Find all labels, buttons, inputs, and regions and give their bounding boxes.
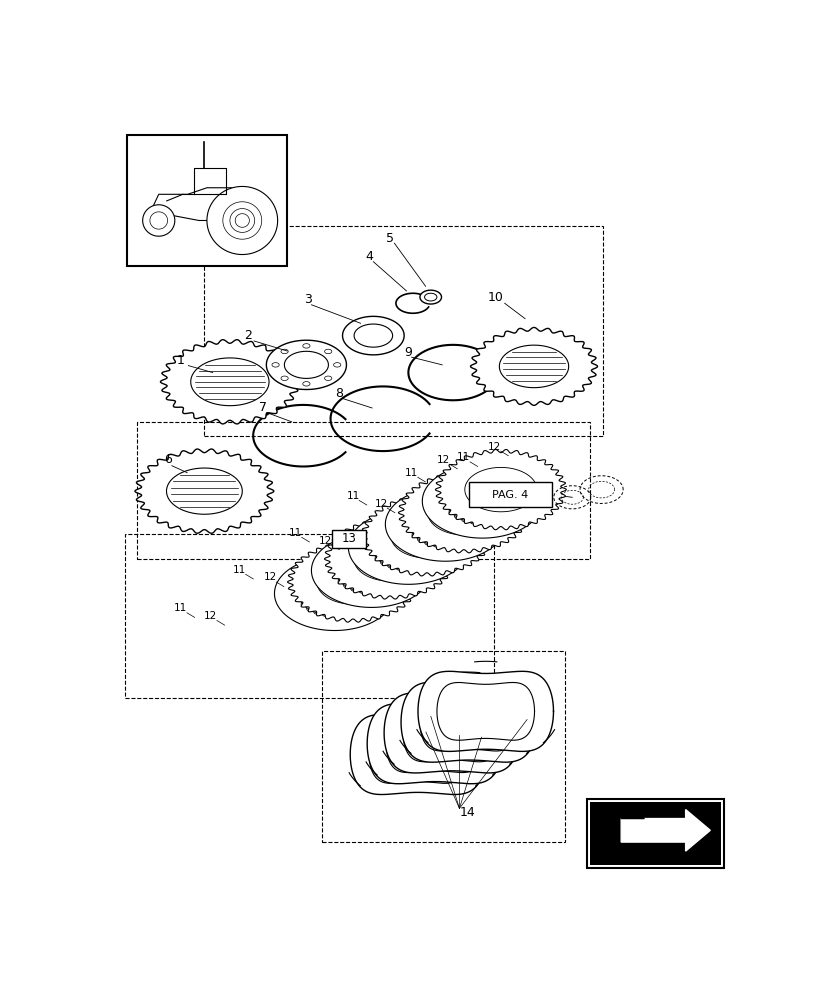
Polygon shape [335, 548, 407, 593]
Polygon shape [620, 807, 643, 819]
Polygon shape [409, 502, 480, 546]
Text: 12: 12 [437, 455, 450, 465]
Polygon shape [311, 533, 431, 607]
Polygon shape [222, 202, 261, 239]
Polygon shape [366, 704, 502, 784]
Text: 12: 12 [487, 442, 500, 452]
Text: PAG. 4: PAG. 4 [492, 490, 528, 500]
Text: 14: 14 [459, 806, 475, 819]
Text: 11: 11 [346, 491, 359, 501]
Polygon shape [353, 537, 426, 581]
Polygon shape [342, 316, 404, 355]
Polygon shape [333, 547, 409, 594]
Text: 1: 1 [177, 354, 184, 367]
Polygon shape [324, 519, 455, 599]
Polygon shape [446, 479, 518, 523]
Polygon shape [317, 560, 389, 604]
Text: 12: 12 [374, 499, 387, 509]
Polygon shape [419, 290, 441, 304]
Polygon shape [303, 382, 309, 386]
Polygon shape [324, 376, 332, 380]
Text: 7: 7 [258, 401, 266, 414]
Polygon shape [407, 501, 483, 548]
Text: 11: 11 [289, 528, 302, 538]
Polygon shape [280, 376, 288, 380]
Polygon shape [271, 363, 279, 367]
Polygon shape [428, 491, 500, 535]
Polygon shape [499, 345, 568, 388]
Text: 8: 8 [335, 387, 342, 400]
Polygon shape [437, 682, 534, 740]
Bar [204, 226, 602, 436]
Polygon shape [390, 514, 462, 558]
Text: 10: 10 [488, 291, 504, 304]
Text: 4: 4 [366, 250, 373, 263]
Polygon shape [372, 525, 444, 570]
Polygon shape [166, 468, 242, 514]
Text: 13: 13 [341, 532, 356, 545]
Text: 11: 11 [232, 565, 246, 575]
Polygon shape [590, 802, 720, 865]
Bar [322, 651, 564, 842]
Polygon shape [190, 358, 269, 406]
Bar [468, 482, 551, 507]
Text: 12: 12 [263, 572, 276, 582]
Polygon shape [235, 214, 249, 227]
Polygon shape [385, 715, 483, 773]
Text: 12: 12 [318, 536, 332, 546]
Polygon shape [207, 186, 277, 255]
Text: 6: 6 [164, 453, 172, 466]
Text: 11: 11 [457, 452, 470, 462]
Text: 11: 11 [174, 603, 187, 613]
Polygon shape [324, 349, 332, 354]
Polygon shape [400, 682, 536, 762]
Polygon shape [470, 327, 597, 405]
Polygon shape [385, 487, 504, 561]
Bar [125, 534, 494, 698]
Polygon shape [398, 473, 528, 553]
Polygon shape [350, 714, 485, 795]
Polygon shape [435, 449, 566, 530]
Polygon shape [135, 449, 274, 533]
Polygon shape [230, 209, 255, 232]
Polygon shape [150, 212, 167, 229]
Polygon shape [296, 570, 372, 617]
Polygon shape [418, 671, 552, 751]
Text: 3: 3 [304, 293, 312, 306]
Polygon shape [361, 496, 492, 576]
Polygon shape [280, 349, 288, 354]
Polygon shape [370, 524, 446, 571]
Bar [332, 530, 366, 548]
Bar [127, 135, 287, 266]
Polygon shape [160, 340, 299, 424]
Polygon shape [287, 542, 418, 622]
Polygon shape [266, 340, 346, 389]
Text: 5: 5 [385, 232, 394, 245]
Polygon shape [274, 557, 394, 631]
Polygon shape [620, 810, 710, 851]
Text: 9: 9 [404, 346, 411, 359]
Polygon shape [443, 478, 520, 525]
Polygon shape [419, 693, 517, 751]
Polygon shape [403, 704, 500, 762]
Polygon shape [369, 726, 466, 783]
Polygon shape [299, 571, 370, 616]
Text: 11: 11 [404, 468, 418, 478]
Polygon shape [142, 205, 174, 236]
Polygon shape [354, 324, 392, 347]
Text: 2: 2 [244, 329, 252, 342]
Polygon shape [303, 344, 309, 348]
Text: 12: 12 [204, 611, 218, 621]
Polygon shape [384, 693, 519, 773]
Polygon shape [422, 464, 542, 538]
Polygon shape [424, 293, 437, 301]
Polygon shape [284, 351, 328, 378]
Polygon shape [464, 467, 536, 512]
Polygon shape [348, 510, 468, 584]
Polygon shape [333, 363, 341, 367]
Bar [137, 422, 590, 559]
Bar [586, 799, 723, 868]
